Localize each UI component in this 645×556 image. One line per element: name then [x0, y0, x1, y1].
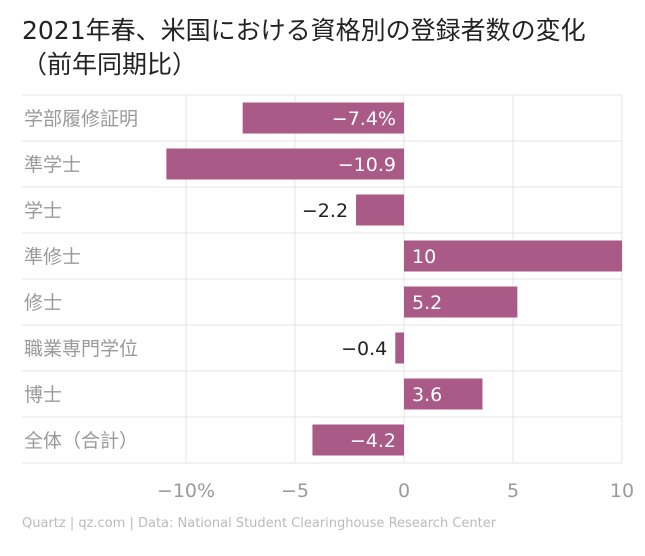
bar	[395, 332, 404, 364]
value-label: −0.4	[341, 338, 387, 360]
bar	[242, 102, 404, 134]
category-label: 準学士	[24, 154, 81, 176]
value-label: −10.9	[338, 154, 396, 176]
category-label: 学部履修証明	[24, 108, 138, 130]
x-tick-label: 0	[398, 480, 410, 502]
category-label: 職業専門学位	[24, 338, 138, 360]
bar	[356, 194, 404, 226]
value-label: −2.2	[302, 200, 348, 222]
category-label: 修士	[24, 292, 62, 314]
x-tick-label: −5	[281, 480, 309, 502]
bar	[404, 240, 622, 272]
value-label: 3.6	[412, 384, 442, 406]
bar	[404, 286, 518, 318]
bar	[404, 378, 483, 410]
value-label: −7.4%	[332, 108, 396, 130]
category-label: 準修士	[24, 246, 81, 268]
bar	[312, 424, 404, 456]
source-note: Quartz | qz.com | Data: National Student…	[22, 516, 497, 531]
category-label: 学士	[24, 200, 62, 222]
category-label: 全体（合計）	[24, 430, 138, 452]
x-tick-label: 10	[610, 480, 634, 502]
value-label: −4.2	[350, 430, 396, 452]
value-label: 10	[412, 246, 436, 268]
value-label: 5.2	[412, 292, 442, 314]
bar	[166, 148, 404, 180]
x-tick-label: −10%	[157, 480, 215, 502]
x-tick-label: 5	[507, 480, 519, 502]
category-label: 博士	[24, 384, 62, 406]
chart-title: 2021年春、米国における資格別の登録者数の変化（前年同期比）	[22, 16, 586, 79]
